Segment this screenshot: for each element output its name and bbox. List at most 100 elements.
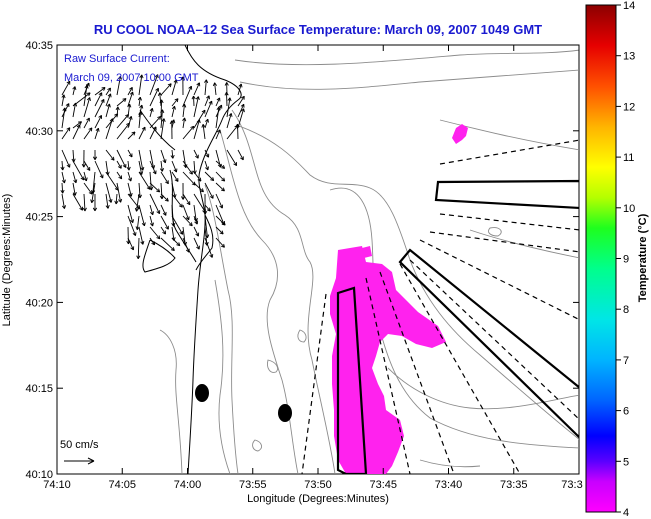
- current-vector-head: [188, 85, 192, 89]
- current-vector: [72, 121, 82, 129]
- current-vector-head: [159, 195, 163, 200]
- current-vector-head: [174, 194, 177, 198]
- current-vector-head: [99, 175, 104, 179]
- current-vector-head: [195, 155, 199, 159]
- current-vector-head: [74, 86, 77, 91]
- current-vector: [182, 117, 186, 129]
- current-vector: [237, 96, 245, 107]
- current-vector-head: [128, 178, 132, 182]
- current-vector-head: [86, 168, 91, 171]
- current-vector-head: [182, 117, 185, 121]
- current-vector-head: [141, 222, 145, 227]
- current-vector: [105, 93, 112, 107]
- current-vector-head: [175, 79, 178, 84]
- current-vector-head: [139, 96, 142, 101]
- current-vector-head: [115, 200, 119, 205]
- current-vector: [204, 100, 213, 118]
- current-vector: [171, 98, 179, 107]
- current-vector: [215, 171, 225, 182]
- current-vector: [160, 237, 175, 251]
- current-vector-head: [196, 119, 200, 123]
- current-vector-head: [122, 98, 127, 100]
- current-vector-head: [188, 224, 193, 227]
- current-vector-head: [79, 208, 83, 211]
- current-vector: [204, 171, 215, 181]
- current-vector-head: [201, 188, 204, 192]
- current-vector: [149, 204, 154, 215]
- current-vector-head: [227, 97, 231, 101]
- current-vector: [137, 237, 140, 259]
- current-vector-head: [129, 87, 133, 90]
- current-vector-head: [212, 82, 216, 87]
- current-vector-head: [84, 84, 88, 89]
- current-vector-head: [159, 168, 163, 172]
- current-vector-head: [159, 92, 163, 96]
- x-tick-label: 73:55: [239, 479, 267, 491]
- x-tick-label: 73:45: [369, 479, 397, 491]
- current-vector-head: [171, 105, 175, 110]
- current-vector-head: [142, 166, 145, 171]
- current-vector: [204, 95, 210, 107]
- current-vector: [61, 182, 64, 194]
- current-vector: [94, 87, 106, 96]
- current-vector-head: [64, 107, 67, 112]
- current-vector: [237, 108, 245, 129]
- radar-beam-lines: [301, 139, 579, 474]
- current-vector: [171, 149, 174, 159]
- current-vector-head: [210, 179, 214, 182]
- current-vector: [193, 215, 198, 225]
- current-vector: [226, 113, 232, 129]
- current-vector: [204, 182, 214, 199]
- current-vector-head: [75, 102, 78, 107]
- current-vector: [136, 215, 140, 230]
- current-vector-head: [80, 177, 85, 181]
- current-vector-head: [128, 154, 133, 158]
- current-vector-head: [132, 91, 134, 96]
- current-vector-head: [74, 191, 77, 196]
- current-vector: [138, 182, 141, 198]
- current-vector-head: [195, 96, 199, 100]
- current-vector-head: [199, 119, 201, 124]
- colorbar-tick-label: 10: [623, 203, 635, 215]
- current-vector: [115, 193, 118, 205]
- current-vector-head: [120, 76, 123, 80]
- scale-vector-arrow: [64, 457, 95, 465]
- current-vector-head: [137, 255, 141, 260]
- current-vector: [215, 97, 221, 107]
- current-vector: [138, 149, 144, 171]
- current-vector-head: [149, 186, 152, 191]
- colorbar-tick-label: 5: [623, 456, 629, 468]
- current-vector: [138, 97, 141, 107]
- current-vector-head: [94, 207, 98, 212]
- current-vector-head: [201, 124, 204, 128]
- x-tick-label: 74:10: [43, 479, 71, 491]
- current-vector-head: [95, 127, 99, 131]
- current-vector: [215, 193, 223, 209]
- current-vector: [127, 149, 133, 158]
- current-vector-head: [216, 106, 220, 110]
- current-vector-head: [120, 198, 123, 203]
- current-vector-head: [171, 223, 174, 227]
- current-vector: [127, 237, 134, 251]
- current-vector: [171, 226, 175, 241]
- current-vector: [72, 182, 76, 196]
- current-vector: [72, 149, 75, 162]
- current-vector-head: [224, 82, 228, 86]
- current-vector-head: [62, 189, 65, 194]
- current-vector-head: [189, 172, 193, 175]
- current-vector: [61, 80, 71, 96]
- current-vector: [61, 94, 65, 107]
- current-vector-head: [136, 208, 139, 212]
- current-vector-head: [86, 97, 91, 101]
- current-vector-head: [75, 179, 78, 183]
- current-vector-head: [100, 98, 105, 102]
- current-vector-head: [130, 177, 132, 182]
- current-vector: [160, 160, 163, 172]
- current-vector-head: [139, 194, 142, 199]
- current-vector: [160, 109, 163, 129]
- current-vector: [182, 104, 185, 118]
- current-vector-head: [204, 242, 208, 246]
- current-vector-head: [178, 205, 183, 208]
- current-vector-head: [173, 119, 176, 124]
- current-vector-head: [60, 189, 64, 194]
